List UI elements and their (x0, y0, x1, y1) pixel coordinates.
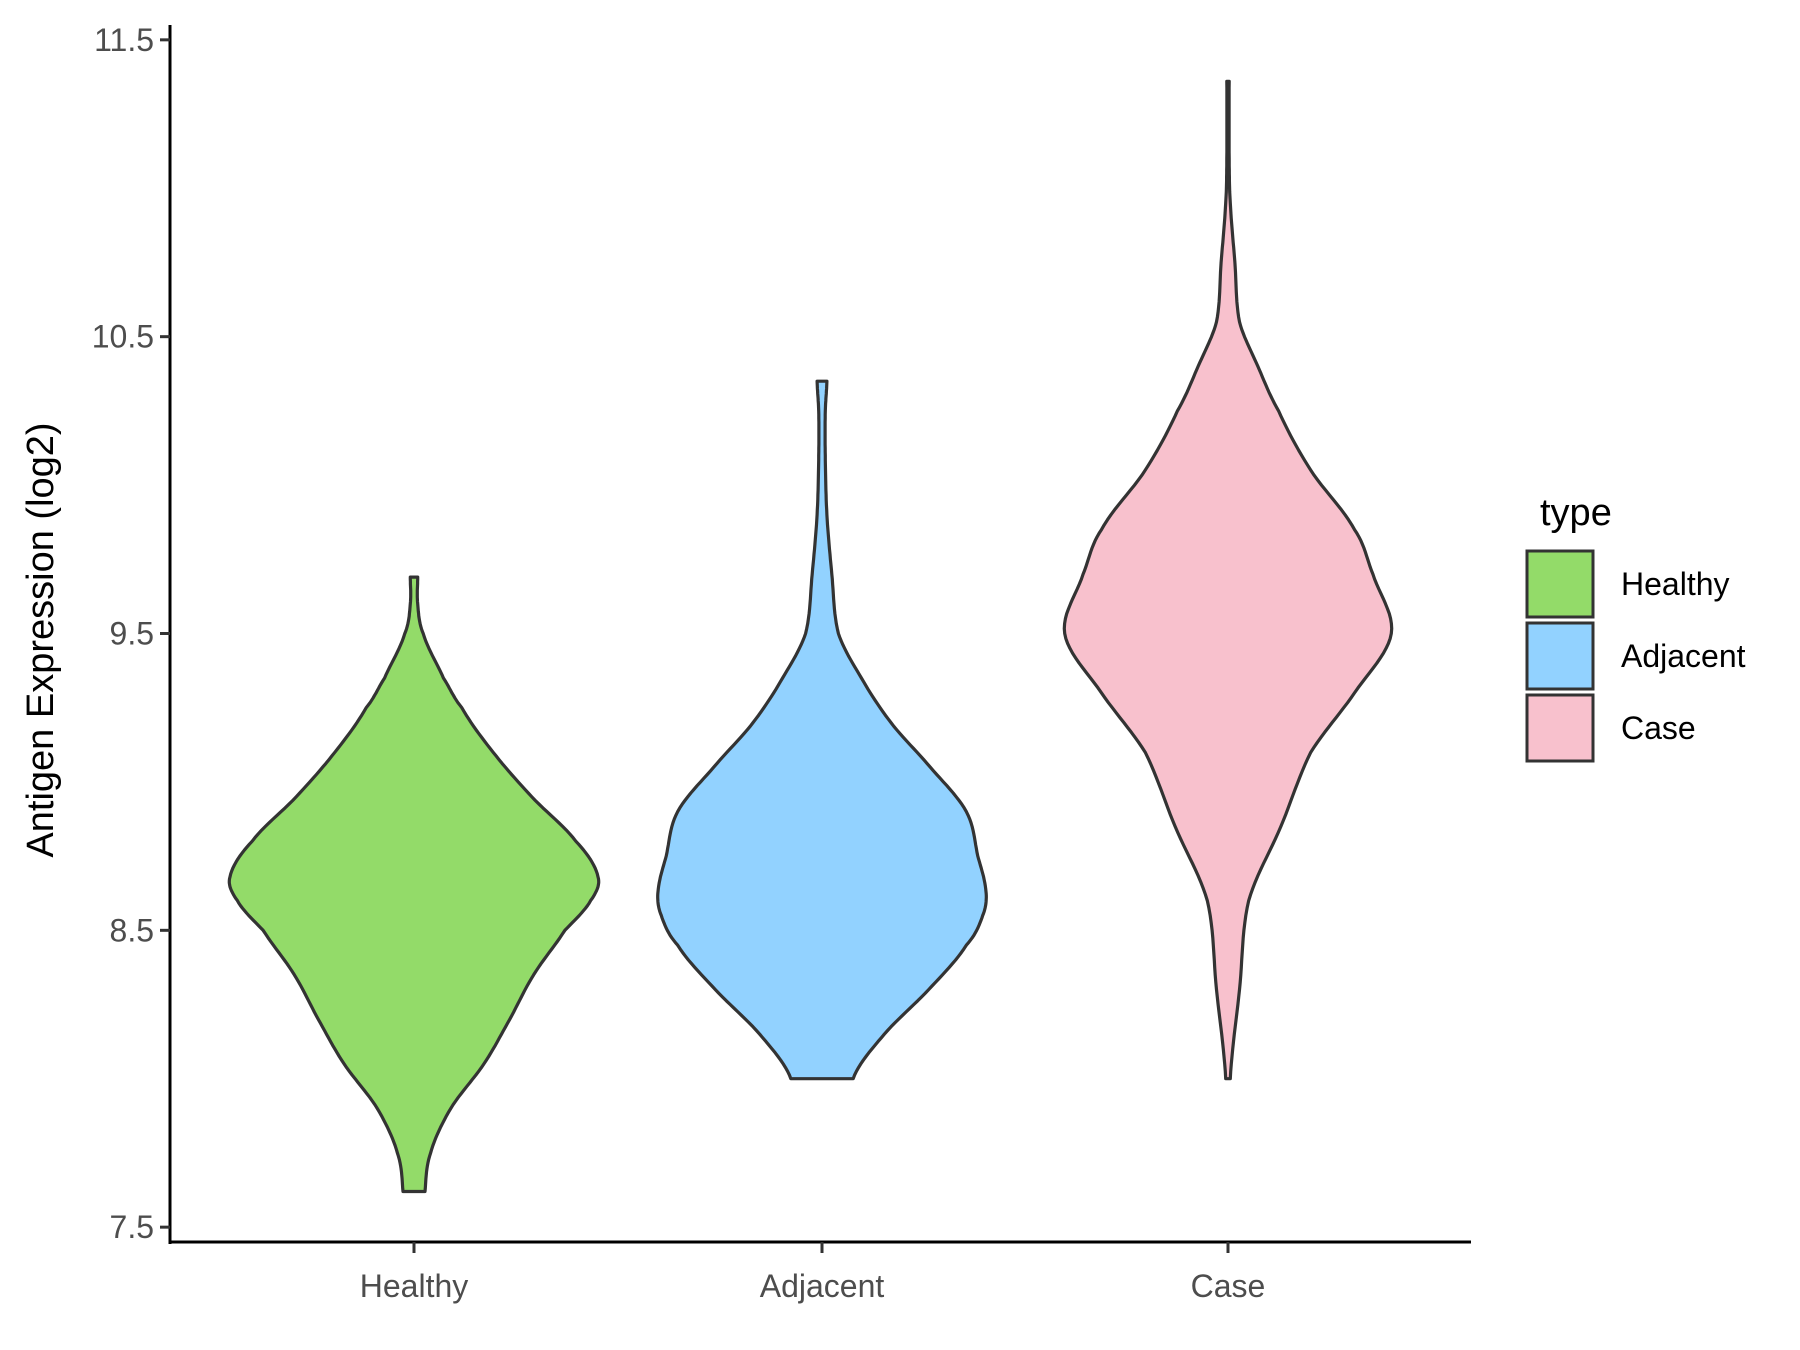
y-tick-label: 10.5 (92, 319, 154, 355)
legend-label-healthy: Healthy (1621, 566, 1730, 602)
legend-key-case (1525, 693, 1595, 763)
violin-adjacent (656, 379, 988, 1081)
x-tick-label: Adjacent (760, 1268, 885, 1304)
violin-healthy (227, 575, 601, 1194)
y-ticks: 7.5 8.5 9.5 10.5 11.5 (92, 22, 170, 1245)
legend-key-adjacent (1525, 621, 1595, 691)
y-tick-label: 8.5 (110, 912, 154, 948)
legend-label-case: Case (1621, 710, 1696, 746)
y-tick-label: 9.5 (110, 616, 154, 652)
violin-case (1062, 79, 1394, 1081)
axes: 7.5 8.5 9.5 10.5 11.5 Healthy Adjacent Case (92, 22, 1471, 1304)
y-tick-label: 7.5 (110, 1209, 154, 1245)
legend: type Healthy Adjacent Case (1525, 492, 1746, 763)
violin-group (227, 79, 1394, 1194)
legend-label-adjacent: Adjacent (1621, 638, 1746, 674)
y-axis-title: Antigen Expression (log2) (20, 422, 62, 857)
x-ticks: Healthy Adjacent Case (360, 1242, 1266, 1304)
x-tick-label: Healthy (360, 1268, 469, 1304)
legend-key-healthy (1525, 549, 1595, 619)
y-tick-label: 11.5 (94, 22, 154, 58)
x-tick-label: Case (1191, 1268, 1266, 1304)
legend-title: type (1540, 492, 1612, 534)
